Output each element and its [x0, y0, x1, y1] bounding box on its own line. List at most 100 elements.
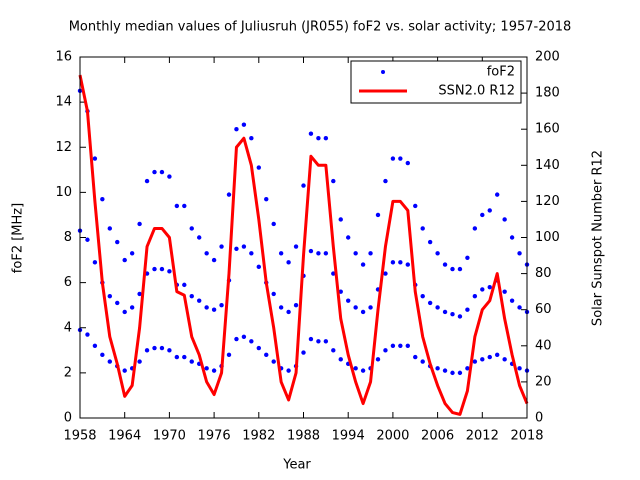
fof2-point: [368, 305, 373, 310]
fof2-point: [495, 192, 500, 197]
fof2-point: [226, 192, 232, 197]
fof2-point: [442, 262, 448, 267]
fof2-point: [241, 244, 247, 249]
fof2-point: [159, 345, 165, 351]
fof2-point: [420, 226, 425, 231]
fof2-point: [152, 345, 157, 351]
y2-tick-label: 160: [535, 122, 560, 137]
y2-tick-label: 60: [535, 302, 552, 317]
fof2-point: [249, 251, 254, 256]
fof2-point: [442, 368, 448, 373]
fof2-point: [249, 136, 254, 141]
legend-label: foF2: [487, 65, 515, 80]
y2-tick-label: 180: [535, 86, 560, 101]
fof2-point: [331, 178, 336, 184]
legend-swatch: [381, 70, 385, 74]
fof2-point: [308, 131, 314, 136]
fof2-point: [435, 305, 440, 310]
x-tick-label: 1976: [198, 429, 231, 444]
fof2-point: [338, 357, 343, 362]
fof2-point: [472, 359, 478, 364]
fof2-point: [316, 339, 321, 344]
fof2-point: [487, 208, 492, 213]
fof2-point: [264, 196, 269, 202]
fof2-point: [122, 368, 127, 373]
legend-label: SSN2.0 R12: [438, 84, 515, 99]
fof2-point: [390, 343, 396, 348]
fof2-point: [308, 336, 314, 342]
fof2-point: [107, 359, 113, 364]
fof2-point: [92, 156, 98, 161]
fof2-point: [107, 226, 113, 231]
fof2-point: [353, 251, 358, 256]
fof2-point: [241, 334, 247, 339]
fof2-point: [100, 352, 105, 358]
fof2-point: [509, 235, 515, 240]
fof2-point: [234, 246, 239, 251]
fof2-point: [457, 314, 463, 319]
fof2-point: [271, 291, 276, 297]
fof2-point: [152, 169, 157, 175]
fof2-point: [219, 302, 224, 308]
y2-tick-label: 80: [535, 266, 552, 281]
fof2-point: [517, 251, 522, 256]
fof2-point: [360, 309, 366, 315]
fof2-point: [323, 251, 329, 256]
fof2-point: [137, 291, 142, 297]
x-axis-label: Year: [282, 458, 311, 473]
fof2-point: [234, 127, 239, 132]
fof2-point: [316, 136, 321, 141]
fof2-point: [487, 284, 492, 290]
fof2-point: [353, 366, 358, 371]
y-tick-label: 6: [64, 275, 72, 290]
fof2-point: [122, 257, 127, 263]
fof2-point: [92, 260, 98, 265]
fof2-point: [353, 305, 358, 310]
y-tick-label: 12: [55, 140, 72, 155]
y-tick-label: 4: [64, 320, 72, 335]
fof2-point: [152, 266, 157, 272]
fof2-point: [383, 271, 388, 276]
fof2-point: [286, 368, 291, 373]
fof2-point: [420, 359, 425, 364]
fof2-point: [316, 251, 321, 256]
fof2-point: [256, 264, 261, 270]
fof2-point: [256, 345, 261, 351]
chart-title: Monthly median values of Juliusruh (JR05…: [69, 20, 572, 35]
fof2-point: [301, 350, 306, 355]
x-tick-label: 1958: [63, 429, 96, 444]
x-tick-label: 1988: [287, 429, 320, 444]
fof2-point: [129, 305, 135, 310]
x-tick-label: 1964: [108, 429, 141, 444]
fof2-point: [405, 262, 410, 267]
fof2-point: [100, 196, 105, 202]
fof2-point: [465, 307, 470, 312]
fof2-point: [390, 260, 396, 265]
fof2-point: [167, 269, 172, 274]
fof2-point: [92, 343, 98, 348]
fof2-point: [182, 282, 187, 288]
fof2-point: [450, 370, 455, 376]
fof2-point: [204, 251, 209, 256]
fof2-point: [413, 203, 418, 209]
legend-box: [350, 60, 522, 104]
y2-tick-label: 200: [535, 50, 560, 65]
fof2-point: [435, 251, 440, 256]
y-tick-label: 16: [55, 50, 72, 65]
fof2-point: [182, 354, 187, 360]
fof2-point: [271, 221, 276, 227]
y2-tick-label: 20: [535, 374, 552, 389]
fof2-point: [107, 293, 113, 299]
fof2-point: [405, 343, 410, 348]
fof2-point: [115, 300, 120, 306]
fof2-point: [509, 298, 515, 303]
fof2-point: [346, 298, 351, 303]
fof2-point: [286, 309, 291, 315]
x-tick-label: 1994: [332, 429, 365, 444]
fof2-point: [137, 359, 142, 364]
fof2-point: [189, 293, 194, 299]
fof2-point: [293, 244, 299, 249]
fof2-point: [323, 339, 329, 344]
fof2-point: [383, 178, 388, 184]
